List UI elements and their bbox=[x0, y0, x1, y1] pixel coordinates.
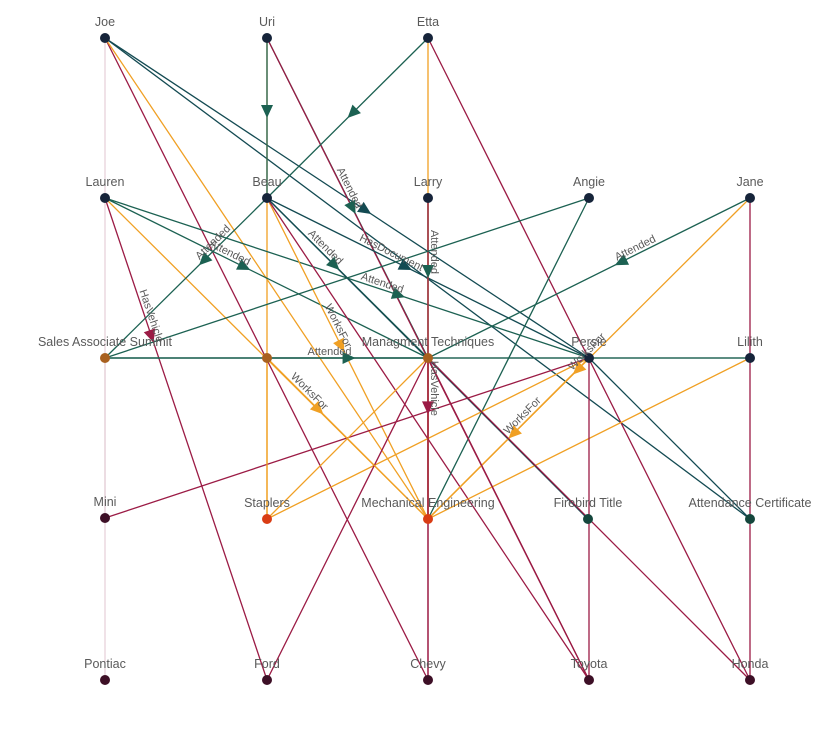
node-beau[interactable] bbox=[262, 193, 272, 203]
node-label-mini: Mini bbox=[94, 495, 117, 509]
node-mgmt[interactable] bbox=[423, 353, 433, 363]
node-firebird[interactable] bbox=[583, 514, 593, 524]
arrowhead-uri-to-mgmt bbox=[344, 199, 356, 214]
node-label-toyota: Toyota bbox=[571, 657, 608, 671]
arrowhead-mgmt-to-mecheng bbox=[422, 401, 434, 415]
arrowhead-etta-to-beau bbox=[347, 104, 361, 118]
edge-label-attended: Attended bbox=[428, 230, 440, 274]
node-label-firebird: Firebird Title bbox=[554, 496, 623, 510]
arrowhead-lauren-to-mgmt bbox=[236, 258, 251, 270]
node-lauren[interactable] bbox=[100, 193, 110, 203]
edge-label-hasvehicle: HasVehicle bbox=[428, 361, 440, 416]
edge-jane-to-mgmt[interactable] bbox=[427, 197, 751, 359]
edge-label-attended: Attended bbox=[359, 271, 405, 296]
node-lilith[interactable] bbox=[745, 353, 755, 363]
edge-mgmt-to-toyota[interactable] bbox=[427, 357, 590, 681]
edge-worksfor_n-to-mecheng[interactable] bbox=[266, 357, 429, 520]
node-staplers[interactable] bbox=[262, 514, 272, 524]
node-worksfor_n[interactable] bbox=[262, 353, 272, 363]
node-chevy[interactable] bbox=[423, 675, 433, 685]
node-label-lilith: Lilith bbox=[737, 335, 763, 349]
node-mini[interactable] bbox=[100, 513, 110, 523]
arrowhead-uri-to-beau bbox=[261, 105, 273, 118]
node-label-mgmt: Managment Techniques bbox=[362, 335, 495, 349]
node-label-joe: Joe bbox=[95, 15, 115, 29]
node-label-lauren: Lauren bbox=[86, 175, 125, 189]
node-label-staplers: Staplers bbox=[244, 496, 290, 510]
node-label-persie: Persie bbox=[571, 335, 606, 349]
node-label-honda: Honda bbox=[732, 657, 769, 671]
arrowhead-lauren-to-ford bbox=[143, 328, 156, 343]
arrowhead-beau-to-mecheng bbox=[333, 337, 345, 353]
node-label-pontiac: Pontiac bbox=[84, 657, 126, 671]
node-label-chevy: Chevy bbox=[410, 657, 446, 671]
arrowhead-beau-to-persie bbox=[397, 258, 412, 270]
arrowhead-worksfor_n-to-mgmt bbox=[342, 352, 356, 364]
node-attcert[interactable] bbox=[745, 514, 755, 524]
node-label-attcert: Attendance Certificate bbox=[689, 496, 812, 510]
arrowhead-larry-to-mgmt bbox=[422, 265, 434, 278]
node-label-angie: Angie bbox=[573, 175, 605, 189]
edge-mgmt-to-ford[interactable] bbox=[266, 357, 429, 681]
node-mecheng[interactable] bbox=[423, 514, 433, 524]
arrowhead-joe-to-persie bbox=[357, 201, 372, 214]
node-label-mecheng: Mechanical Engineering bbox=[361, 496, 494, 510]
node-label-ford: Ford bbox=[254, 657, 280, 671]
node-honda[interactable] bbox=[745, 675, 755, 685]
arrowheads-layer bbox=[143, 104, 630, 439]
node-toyota[interactable] bbox=[584, 675, 594, 685]
node-joe[interactable] bbox=[100, 33, 110, 43]
arrowhead-lauren-to-persie bbox=[390, 287, 406, 299]
node-angie[interactable] bbox=[584, 193, 594, 203]
arrowhead-persie-to-mecheng bbox=[508, 425, 522, 439]
node-pontiac[interactable] bbox=[100, 675, 110, 685]
node-sas[interactable] bbox=[100, 353, 110, 363]
arrowhead-beau-to-mgmt bbox=[325, 256, 340, 270]
edge-label-attended: Attended bbox=[308, 346, 352, 358]
edge-lauren-to-mgmt[interactable] bbox=[104, 197, 429, 359]
node-larry[interactable] bbox=[423, 193, 433, 203]
edge-label-hasdocument: HasDocument bbox=[357, 232, 425, 274]
node-jane[interactable] bbox=[745, 193, 755, 203]
edge-labels-layer: Attended HasVehicle Attended Attended Attend… bbox=[137, 166, 658, 437]
node-uri[interactable] bbox=[262, 33, 272, 43]
node-persie[interactable] bbox=[584, 353, 594, 363]
edge-label-attended: Attended bbox=[613, 233, 658, 263]
arrowhead-jane-to-mgmt bbox=[614, 254, 630, 266]
edge-persie-to-attcert[interactable] bbox=[588, 357, 751, 520]
node-label-beau: Beau bbox=[252, 175, 281, 189]
node-ford[interactable] bbox=[262, 675, 272, 685]
edge-label-worksfor: WorksFor bbox=[502, 395, 544, 437]
nodes-layer bbox=[100, 33, 755, 685]
edge-angie-to-sas[interactable] bbox=[104, 197, 590, 359]
edge-beau-to-sas[interactable] bbox=[104, 197, 268, 359]
node-label-etta: Etta bbox=[417, 15, 439, 29]
node-label-larry: Larry bbox=[414, 175, 443, 189]
edge-label-worksfor: WorksFor bbox=[288, 371, 330, 413]
node-labels-layer: Joe Uri Etta Lauren Beau Larry Angie Jane Sales … bbox=[38, 15, 812, 671]
node-label-uri: Uri bbox=[259, 15, 275, 29]
node-label-sas: Sales Associate Summit bbox=[38, 335, 173, 349]
arrowhead-jane-to-mecheng bbox=[572, 361, 587, 375]
arrowhead-worksfor_n-to-mecheng bbox=[309, 400, 324, 415]
node-label-jane: Jane bbox=[736, 175, 763, 189]
arrowhead-beau-to-sas bbox=[198, 251, 213, 266]
edge-lauren-to-ford[interactable] bbox=[104, 197, 268, 681]
node-etta[interactable] bbox=[423, 33, 433, 43]
